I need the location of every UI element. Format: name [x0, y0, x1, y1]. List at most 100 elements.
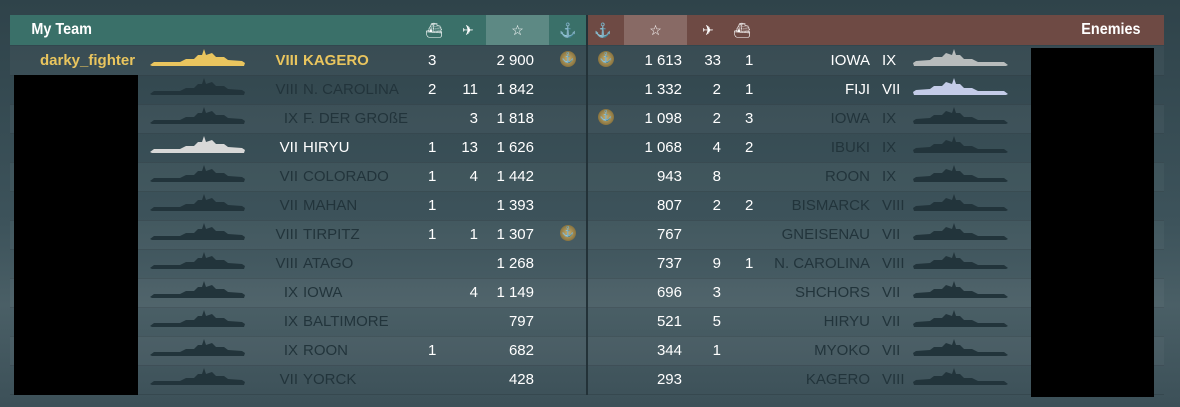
ship-silhouette: [150, 78, 246, 102]
ship-silhouette: [912, 107, 1008, 131]
team-divider: [586, 15, 588, 395]
planes: 5: [712, 313, 721, 330]
player-row[interactable]: VII MAHAN 1 1 393: [10, 191, 586, 221]
ship-silhouette: [150, 223, 246, 247]
player-row[interactable]: 737 9 1 N. CAROLINA VIII: [588, 249, 1164, 279]
xp: 521: [656, 313, 682, 330]
planes: 4: [469, 284, 478, 301]
ship-tier: IX: [283, 342, 298, 359]
ship-tier: VII: [882, 226, 901, 243]
anchor-medal-icon[interactable]: ⚓: [559, 21, 577, 38]
kills: 1: [745, 81, 754, 98]
player-row[interactable]: 1 332 2 1 FIJI VII: [588, 75, 1164, 105]
player-row[interactable]: VIII TIRPITZ 1 1 1 307 ⚓: [10, 220, 586, 250]
ship-silhouette: [912, 165, 1008, 189]
xp: 696: [656, 284, 682, 301]
ship-name: ATAGO: [303, 255, 354, 272]
player-row[interactable]: IX F. DER GROßE 3 1 818: [10, 104, 586, 134]
planes: 4: [712, 139, 721, 156]
anchor-medal-icon[interactable]: ⚓: [594, 21, 612, 38]
xp: 1 098: [644, 110, 682, 127]
xp: 1 613: [644, 52, 682, 69]
ship-silhouette: [912, 136, 1008, 160]
xp: 1 842: [496, 81, 534, 98]
player-row[interactable]: VIII ATAGO 1 268: [10, 249, 586, 279]
ship-tier: VII: [279, 168, 298, 185]
ship-tier: VIII: [882, 255, 905, 272]
ship-name: YORCK: [303, 371, 357, 388]
player-row[interactable]: VII YORCK 428: [10, 365, 586, 395]
ship-tier: VIII: [275, 255, 298, 272]
player-row[interactable]: VIII N. CAROLINA 2 11 1 842: [10, 75, 586, 105]
player-row[interactable]: IX IOWA 4 1 149: [10, 278, 586, 308]
ship-tier: IX: [882, 139, 897, 156]
ship-tier: VII: [279, 197, 298, 214]
my-team-header: My Team ⛴ ✈ ☆ ⚓: [10, 15, 586, 45]
player-row[interactable]: 344 1 MYOKO VII: [588, 336, 1164, 366]
planes: 13: [461, 139, 478, 156]
ship-tier: VII: [279, 371, 298, 388]
ship-name: IOWA: [830, 110, 870, 127]
enemies-title: Enemies: [1081, 21, 1141, 38]
kills: 3: [745, 110, 754, 127]
ship-silhouette: [912, 194, 1008, 218]
ship-tier: VII: [882, 313, 901, 330]
player-row[interactable]: IX BALTIMORE 797: [10, 307, 586, 337]
ship-name: HIRYU: [303, 139, 350, 156]
planes: 2: [712, 110, 721, 127]
xp: 293: [656, 371, 682, 388]
ship-name: ROON: [303, 342, 348, 359]
ship-name: F. DER GROßE: [303, 110, 409, 127]
xp: 1 149: [496, 284, 534, 301]
sunk-ship-icon[interactable]: ⛴: [733, 21, 751, 38]
player-row[interactable]: IX ROON 1 682: [10, 336, 586, 366]
ship-name: ROON: [825, 168, 870, 185]
planes: 33: [704, 52, 721, 69]
ship-name: BALTIMORE: [303, 313, 389, 330]
player-row[interactable]: ⚓ 1 613 33 1 IOWA IX: [588, 46, 1164, 76]
player-row[interactable]: 767 GNEISENAU VII: [588, 220, 1164, 250]
player-row[interactable]: 521 5 HIRYU VII: [588, 307, 1164, 337]
sunk-ship-icon[interactable]: ⛴: [425, 21, 443, 38]
player-row[interactable]: darky_fighter VIII KAGERO 3 2 900 ⚓: [10, 46, 586, 76]
star-icon[interactable]: ☆: [486, 15, 549, 45]
planes: 2: [712, 197, 721, 214]
player-row[interactable]: 1 068 4 2 IBUKI IX: [588, 133, 1164, 163]
plane-shot-down-icon[interactable]: ✈: [702, 21, 714, 38]
kills: 1: [428, 342, 437, 359]
player-name: darky_fighter: [40, 52, 136, 69]
player-row[interactable]: 807 2 2 BISMARCK VIII: [588, 191, 1164, 221]
ship-name: TIRPITZ: [303, 226, 360, 243]
ship-tier: VIII: [275, 81, 298, 98]
xp: 1 268: [496, 255, 534, 272]
ship-name: IOWA: [830, 52, 870, 69]
ship-tier: VII: [882, 81, 901, 98]
player-row[interactable]: 943 8 ROON IX: [588, 162, 1164, 192]
scoreboard: My Team ⛴ ✈ ☆ ⚓ ⚓ ☆ ✈ ⛴ Enemies darky_fi…: [10, 15, 1164, 395]
ship-name: BISMARCK: [791, 197, 870, 214]
player-row[interactable]: VII HIRYU 1 13 1 626: [10, 133, 586, 163]
planes: 1: [469, 226, 478, 243]
xp: 797: [508, 313, 534, 330]
medal-icon: ⚓: [560, 51, 576, 67]
player-row[interactable]: 696 3 SHCHORS VII: [588, 278, 1164, 308]
ship-silhouette: [150, 107, 246, 131]
ship-tier: IX: [283, 313, 298, 330]
kills: 1: [428, 168, 437, 185]
xp: 1 393: [496, 197, 534, 214]
planes: 3: [469, 110, 478, 127]
xp: 428: [508, 371, 534, 388]
ship-name: KAGERO: [303, 52, 369, 69]
ship-silhouette: [912, 339, 1008, 363]
player-row[interactable]: ⚓ 1 098 2 3 IOWA IX: [588, 104, 1164, 134]
plane-shot-down-icon[interactable]: ✈: [462, 21, 474, 38]
star-icon[interactable]: ☆: [624, 15, 687, 45]
xp: 1 626: [496, 139, 534, 156]
ship-silhouette: [912, 281, 1008, 305]
ship-name: N. CAROLINA: [303, 81, 399, 98]
ship-silhouette: [912, 223, 1008, 247]
player-row[interactable]: VII COLORADO 1 4 1 442: [10, 162, 586, 192]
ship-silhouette: [150, 165, 246, 189]
xp: 1 068: [644, 139, 682, 156]
player-row[interactable]: 293 KAGERO VIII: [588, 365, 1164, 395]
